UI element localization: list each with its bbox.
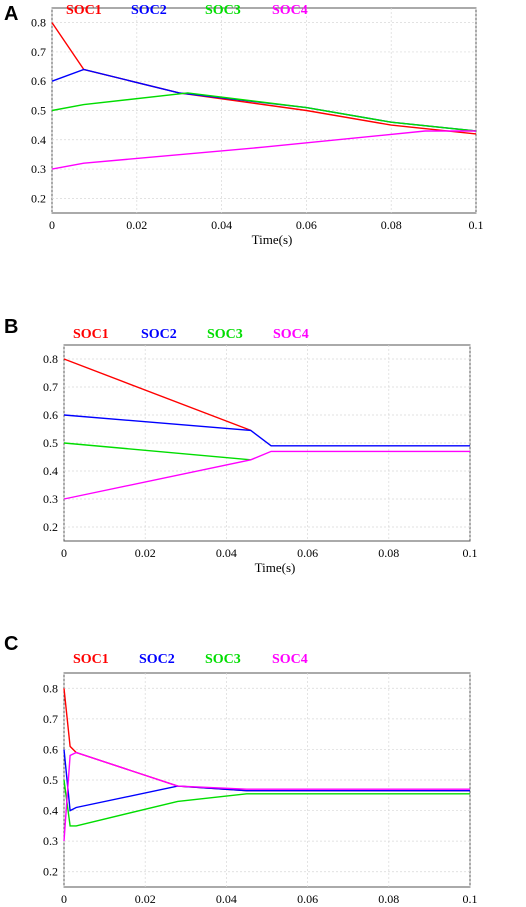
- panel-letter: A: [4, 3, 18, 25]
- x-tick-label: 0.06: [296, 218, 317, 232]
- x-tick-label: 0.04: [211, 218, 232, 232]
- y-tick-label: 0.6: [43, 408, 58, 422]
- y-tick-label: 0.6: [31, 74, 46, 88]
- panel-b: B 0 0.02 0.04 0.06 0.08 0.1 0.2 0.3 0.4 0.5 0.6 0.7 0…: [4, 316, 478, 575]
- series-line-soc4: [63, 751, 470, 842]
- x-tick-label: 0.02: [135, 892, 156, 906]
- legend-soc1: SOC1: [73, 327, 109, 342]
- x-tick-label: 0: [61, 892, 67, 906]
- series-line-soc3: [51, 92, 477, 132]
- y-tick-label: 0.4: [43, 804, 58, 818]
- y-tick-label: 0.3: [31, 162, 46, 176]
- legend-soc2: SOC2: [131, 3, 167, 18]
- series-line-soc3: [63, 779, 470, 827]
- panel-letter: C: [4, 633, 18, 655]
- plot-area: [63, 672, 471, 888]
- legend-soc1: SOC1: [73, 652, 109, 667]
- x-tick-label: 0.08: [378, 892, 399, 906]
- legend-soc4: SOC4: [272, 3, 308, 18]
- y-tick-label: 0.3: [43, 492, 58, 506]
- y-tick-label: 0.8: [43, 352, 58, 366]
- legend-soc4: SOC4: [273, 327, 309, 342]
- legend-soc1: SOC1: [66, 3, 102, 18]
- x-tick-label: 0: [49, 218, 55, 232]
- panel-a: A 0 0.02 0.04 0.06 0.08 0.1 0.2 0.3 0.4 0.5 0.6 0.7 0…: [4, 3, 484, 247]
- y-tick-label: 0.6: [43, 742, 58, 756]
- series-line-soc2: [63, 749, 470, 812]
- y-tick-label: 0.3: [43, 834, 58, 848]
- series-line-soc1: [63, 358, 252, 432]
- legend-soc2: SOC2: [141, 327, 177, 342]
- y-tick-label: 0.5: [43, 436, 58, 450]
- series-line-soc3: [63, 442, 251, 461]
- x-tick-label: 0.1: [463, 892, 478, 906]
- x-tick-label: 0.06: [297, 546, 318, 560]
- y-tick-label: 0.5: [43, 773, 58, 787]
- x-tick-label: 0.04: [216, 546, 237, 560]
- legend-soc4: SOC4: [272, 652, 308, 667]
- x-axis-label: Time(s): [252, 232, 293, 247]
- y-tick-label: 0.8: [43, 681, 58, 695]
- y-tick-label: 0.2: [43, 865, 58, 879]
- legend-soc3: SOC3: [205, 3, 241, 18]
- x-axis-label: Time(s): [255, 560, 296, 575]
- series-line-soc1: [51, 22, 477, 135]
- x-tick-label: 0.1: [463, 546, 478, 560]
- series-line-soc2: [63, 414, 470, 447]
- series-line-soc4: [63, 450, 470, 500]
- y-tick-label: 0.4: [43, 464, 58, 478]
- y-tick-label: 0.2: [31, 191, 46, 205]
- y-tick-label: 0.7: [43, 380, 58, 394]
- x-tick-label: 0.04: [216, 892, 237, 906]
- x-tick-label: 0.08: [381, 218, 402, 232]
- x-tick-label: 0: [61, 546, 67, 560]
- panel-c: C 0 0.02 0.04 0.06 0.08 0.1 0.2 0.3 0.4 0.5 0.6 0.7 0…: [4, 633, 478, 907]
- x-tick-label: 0.02: [126, 218, 147, 232]
- panel-letter: B: [4, 316, 18, 338]
- y-tick-label: 0.4: [31, 133, 46, 147]
- y-tick-label: 0.2: [43, 520, 58, 534]
- x-tick-label: 0.1: [469, 218, 484, 232]
- x-tick-label: 0.02: [135, 546, 156, 560]
- y-tick-label: 0.8: [31, 16, 46, 30]
- legend-soc3: SOC3: [205, 652, 241, 667]
- legend-soc3: SOC3: [207, 327, 243, 342]
- x-tick-label: 0.06: [297, 892, 318, 906]
- series-line-soc4: [51, 130, 476, 170]
- legend-soc2: SOC2: [139, 652, 175, 667]
- y-tick-label: 0.5: [31, 104, 46, 118]
- y-tick-label: 0.7: [43, 712, 58, 726]
- y-tick-label: 0.7: [31, 45, 46, 59]
- x-tick-label: 0.08: [378, 546, 399, 560]
